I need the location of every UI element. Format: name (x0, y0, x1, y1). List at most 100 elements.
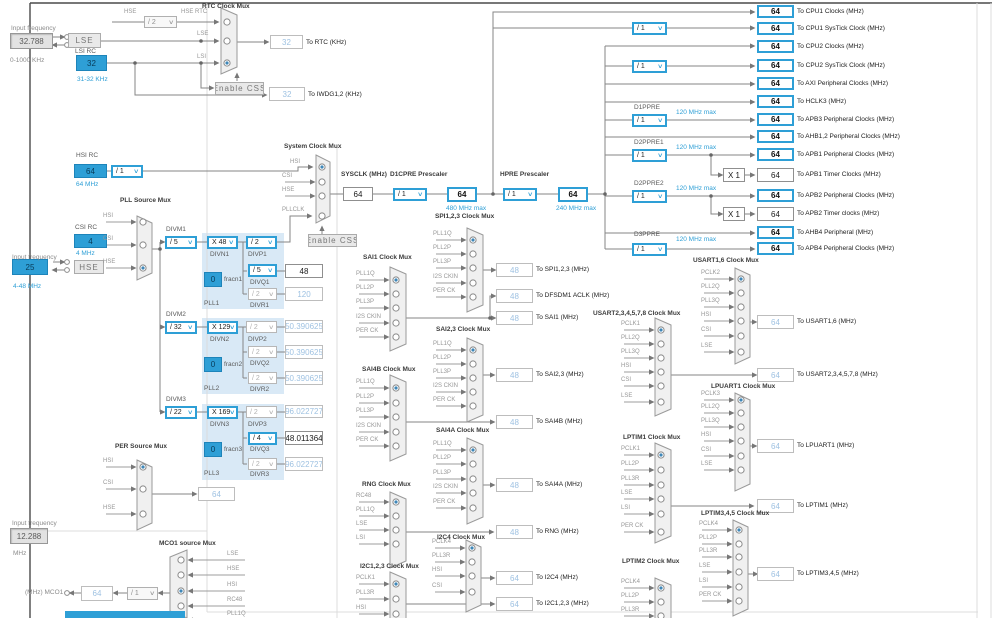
sai1-clock-mux-input-per-ck[interactable] (392, 333, 400, 341)
pll2-divp[interactable]: / 2 ∨ (246, 321, 277, 333)
pll2-divm[interactable]: / 32 ∨ (165, 321, 197, 334)
pll1-fracn-value[interactable]: 0 (204, 272, 222, 287)
lptim1-clock-mux-input-pll3r[interactable] (657, 481, 665, 489)
rtc-hse-prescaler[interactable]: / 2 ∨ (144, 16, 177, 28)
pll3-fracn-value[interactable]: 0 (204, 442, 222, 457)
hse-input-frequency[interactable]: 25 (12, 259, 48, 275)
sai4a-clock-mux-input-pll2p[interactable] (469, 460, 477, 468)
spi123-clock-mux-input-pll3p[interactable] (469, 264, 477, 272)
usart2345678-clock-mux-input-hsi[interactable] (657, 368, 665, 376)
sai1-clock-mux-input-i2s-ckin[interactable] (392, 319, 400, 327)
pll1-divp[interactable]: / 2 ∨ (246, 236, 277, 249)
lptim345-clock-mux-input-lse[interactable] (735, 568, 743, 576)
lpuart1-clock-mux-input-hsi[interactable] (737, 437, 745, 445)
pll2-divn[interactable]: X 129 ∨ (207, 321, 238, 334)
sai23-clock-mux-input-pll3p[interactable] (469, 374, 477, 382)
lptim2-clock-mux-input-pll3r[interactable] (657, 612, 665, 618)
usart16-clock-mux-input-lse[interactable] (737, 348, 745, 356)
pll1-divm[interactable]: / 5 ∨ (165, 236, 197, 249)
mco1-input-frequency[interactable]: 12.288 (10, 528, 48, 544)
pll2-fracn-value[interactable]: 0 (204, 357, 222, 372)
usart16-clock-mux-input-hsi[interactable] (737, 317, 745, 325)
usart2345678-clock-mux-input-pll3q[interactable] (657, 354, 665, 362)
lptim345-clock-mux-input-pll2p[interactable] (735, 540, 743, 548)
d2ppre1-prescaler[interactable]: / 1 ∨ (632, 149, 667, 162)
lptim1-clock-mux-input-pll2p[interactable] (657, 466, 665, 474)
d2ppre2-prescaler[interactable]: / 1 ∨ (632, 190, 667, 203)
pll2-divr[interactable]: / 2 ∨ (248, 372, 277, 384)
pll1-divq[interactable]: / 5 ∨ (248, 264, 277, 277)
enable-css-sysclk-button[interactable]: Enable CSS (308, 234, 357, 247)
hsi-divider[interactable]: / 1 ∨ (111, 165, 143, 178)
pll1-divn[interactable]: X 48 ∨ (207, 236, 238, 249)
usart2345678-clock-mux-input-pll2q[interactable] (657, 340, 665, 348)
usart16-clock-mux-input-csi[interactable] (737, 332, 745, 340)
pll3-divm[interactable]: / 22 ∨ (165, 406, 197, 419)
mco1-source-mux-input-hse[interactable] (177, 571, 185, 579)
pll3-divr[interactable]: / 2 ∨ (248, 458, 277, 470)
cpu1-systick-divider[interactable]: / 1 ∨ (632, 22, 667, 35)
spi123-clock-mux-input-per-ck[interactable] (469, 293, 477, 301)
lptim345-clock-mux-input-per-ck[interactable] (735, 597, 743, 605)
mco1-divider[interactable]: / 1 ∨ (127, 587, 158, 600)
system-clock-mux-input-hse[interactable] (318, 192, 326, 200)
system-clock-mux-input-pllclk[interactable] (318, 212, 326, 220)
pll-source-mux-input-hsi[interactable] (139, 218, 147, 226)
pll-source-mux-input-csi[interactable] (139, 241, 147, 249)
lpuart1-clock-mux-input-pll2q[interactable] (737, 409, 745, 417)
sai4b-clock-mux-input-per-ck[interactable] (392, 442, 400, 450)
rng-clock-mux-input-lsi[interactable] (392, 540, 400, 548)
usart16-clock-mux-input-pll2q[interactable] (737, 289, 745, 297)
lptim1-clock-mux-input-lse[interactable] (657, 495, 665, 503)
sai23-clock-mux-input-i2s-ckin[interactable] (469, 388, 477, 396)
system-clock-mux-input-csi[interactable] (318, 178, 326, 186)
cpu2-systick-divider[interactable]: / 1 ∨ (632, 60, 667, 73)
d1ppre-prescaler[interactable]: / 1 ∨ (632, 114, 667, 127)
mco1-source-mux-input-rc48[interactable] (177, 602, 185, 610)
hsi-rc-value[interactable]: 64 (74, 164, 107, 178)
rtc-clock-mux-input-lse[interactable] (223, 37, 231, 45)
usart2345678-clock-mux-input-csi[interactable] (657, 382, 665, 390)
pll2-divq[interactable]: / 2 ∨ (248, 346, 277, 358)
csi-rc-value[interactable]: 4 (74, 234, 107, 248)
i2c4-clock-mux-input-pll3r[interactable] (468, 558, 476, 566)
usart2345678-clock-mux-input-lse[interactable] (657, 398, 665, 406)
sai4a-clock-mux-input-i2s-ckin[interactable] (469, 489, 477, 497)
lptim2-clock-mux-input-pll2p[interactable] (657, 598, 665, 606)
i2c4-clock-mux-input-csi[interactable] (468, 588, 476, 596)
hpre-prescaler[interactable]: / 1 ∨ (503, 188, 537, 201)
lpuart1-clock-mux-input-csi[interactable] (737, 452, 745, 460)
lpuart1-clock-mux-input-lse[interactable] (737, 466, 745, 474)
sai23-clock-mux-input-per-ck[interactable] (469, 402, 477, 410)
usart16-clock-mux-input-pll3q[interactable] (737, 303, 745, 311)
lptim345-clock-mux-input-lsi[interactable] (735, 583, 743, 591)
rng-clock-mux-input-lse[interactable] (392, 526, 400, 534)
per-source-mux-input-hse[interactable] (139, 510, 147, 518)
sai4a-clock-mux-input-pll3p[interactable] (469, 475, 477, 483)
lptim1-clock-mux-input-lsi[interactable] (657, 510, 665, 518)
i2c4-clock-mux-input-hsi[interactable] (468, 572, 476, 580)
lptim345-clock-mux-input-pll3r[interactable] (735, 553, 743, 561)
lsi-rc-value[interactable]: 32 (76, 55, 107, 71)
lpuart1-clock-mux-input-pll3q[interactable] (737, 423, 745, 431)
sai23-clock-mux-input-pll2p[interactable] (469, 360, 477, 368)
sai4b-clock-mux-input-pll2p[interactable] (392, 399, 400, 407)
sai4b-clock-mux-input-i2s-ckin[interactable] (392, 428, 400, 436)
per-source-mux-input-csi[interactable] (139, 485, 147, 493)
spi123-clock-mux-input-i2s-ckin[interactable] (469, 279, 477, 287)
rng-clock-mux-input-pll1q[interactable] (392, 512, 400, 520)
pll3-divp[interactable]: / 2 ∨ (246, 406, 277, 418)
i2c123-clock-mux-input-hsi[interactable] (392, 610, 400, 618)
sai1-clock-mux-input-pll2p[interactable] (392, 290, 400, 298)
sai1-clock-mux-input-pll3p[interactable] (392, 304, 400, 312)
spi123-clock-mux-input-pll2p[interactable] (469, 250, 477, 258)
enable-css-rtc-button[interactable]: Enable CSS (215, 82, 264, 95)
sai4a-clock-mux-input-per-ck[interactable] (469, 504, 477, 512)
d1cpre-prescaler[interactable]: / 1 ∨ (393, 188, 427, 201)
pll1-divr[interactable]: / 2 ∨ (248, 288, 277, 300)
pll3-divq[interactable]: / 4 ∨ (248, 432, 277, 445)
mco1-source-mux-input-lse[interactable] (177, 556, 185, 564)
sai4b-clock-mux-input-pll3p[interactable] (392, 413, 400, 421)
i2c123-clock-mux-input-pll3r[interactable] (392, 595, 400, 603)
rtc-clock-mux-input-hse-rtc[interactable] (223, 18, 231, 26)
